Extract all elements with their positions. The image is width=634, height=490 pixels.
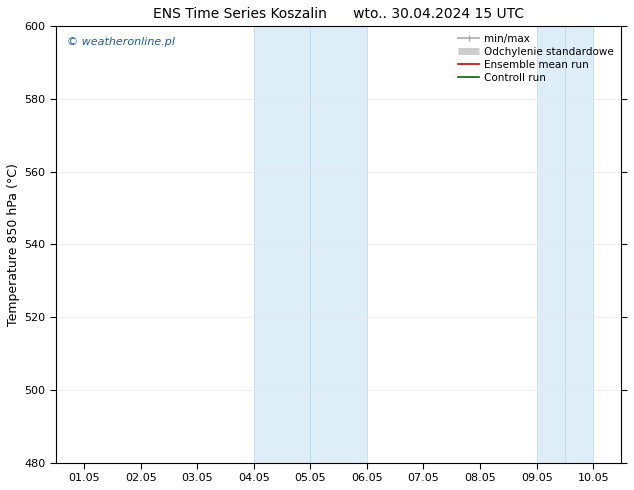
Bar [311, 26, 367, 463]
Y-axis label: Temperature 850 hPa (°C): Temperature 850 hPa (°C) [7, 163, 20, 326]
Title: ENS Time Series Koszalin      wto.. 30.04.2024 15 UTC: ENS Time Series Koszalin wto.. 30.04.202… [153, 7, 524, 21]
Bar [254, 26, 311, 463]
Bar [536, 26, 565, 463]
Legend: min/max, Odchylenie standardowe, Ensemble mean run, Controll run: min/max, Odchylenie standardowe, Ensembl… [454, 29, 618, 87]
Text: © weatheronline.pl: © weatheronline.pl [67, 37, 175, 47]
Bar [565, 26, 593, 463]
